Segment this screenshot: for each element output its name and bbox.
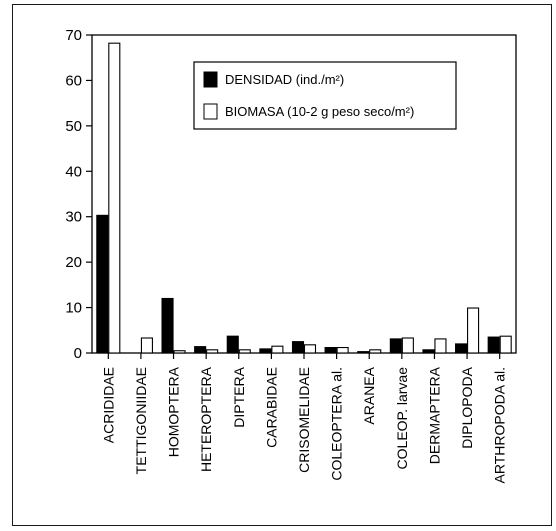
y-tick-label: 10 [65,300,82,317]
bar-biomasa-5 [238,349,251,354]
bar-densidad-4 [194,346,207,354]
x-category-label: TETTIGONIIDAE [133,367,149,474]
x-category-label: ARANEA [361,366,377,424]
bar-densidad-5 [226,335,239,354]
y-tick-label: 50 [65,118,82,135]
y-axis: 0 10 20 30 40 50 60 70 [65,27,92,362]
bar-biomasa-9 [369,349,382,354]
bar-densidad-13 [487,336,500,354]
bar-densidad-12 [455,343,468,354]
x-category-label: HETEROPTERA [198,366,214,472]
bar-densidad-1 [96,214,109,354]
x-category-label: CRISOMELIDAE [296,367,312,473]
x-category-label: DERMAPTERA [426,366,442,464]
legend: DENSIDAD (ind./m²) BIOMASA (10-2 g peso … [193,61,457,130]
bar-densidad-8 [324,346,337,354]
bar-biomasa-3 [173,350,186,354]
bar-biomasa-8 [336,346,349,354]
bar-biomasa-2 [140,337,153,354]
y-tick-label: 20 [65,254,82,271]
bar-densidad-7 [291,341,305,354]
bar-biomasa-12 [467,307,480,354]
x-axis-labels: ACRIDIDAE TETTIGONIIDAE HOMOPTERA HETEROPTE… [100,353,508,483]
legend-label-biomasa: BIOMASA (10-2 g peso seco/m²) [225,104,414,119]
figure-frame [12,4,552,526]
bar-densidad-9 [357,351,370,354]
y-tick-label: 0 [74,345,82,362]
bar-densidad-11 [422,349,435,354]
x-category-label: CARABIDAE [263,367,279,448]
legend-swatch-biomasa [203,103,218,120]
legend-swatch-densidad [203,71,218,88]
bars [96,42,512,354]
y-tick-label: 60 [65,72,82,89]
y-tick-label: 40 [65,163,82,180]
x-category-label: DIPTERA [231,366,247,427]
bar-biomasa-10 [401,337,414,354]
bar-biomasa-13 [499,335,512,354]
x-category-label: COLEOP. larvae [394,367,410,470]
y-tick-label: 70 [65,27,82,44]
bar-biomasa-4 [206,349,219,354]
y-tick-label: 30 [65,209,82,226]
bar-biomasa-7 [303,344,317,354]
x-category-label: DIPLOPODA [459,366,475,448]
bar-biomasa-1 [108,42,121,354]
x-category-label: HOMOPTERA [166,366,182,457]
bar-densidad-10 [389,338,402,354]
legend-label-densidad: DENSIDAD (ind./m²) [225,72,344,87]
x-category-label: ARTHROPODA al. [492,367,508,483]
bar-biomasa-11 [434,338,447,354]
x-category-label: COLEOPTERA al. [329,367,345,481]
bar-densidad-6 [259,348,272,354]
x-category-label: ACRIDIDAE [100,367,116,443]
bar-densidad-3 [161,297,174,354]
bar-biomasa-6 [271,345,284,354]
legend-box [193,61,457,130]
